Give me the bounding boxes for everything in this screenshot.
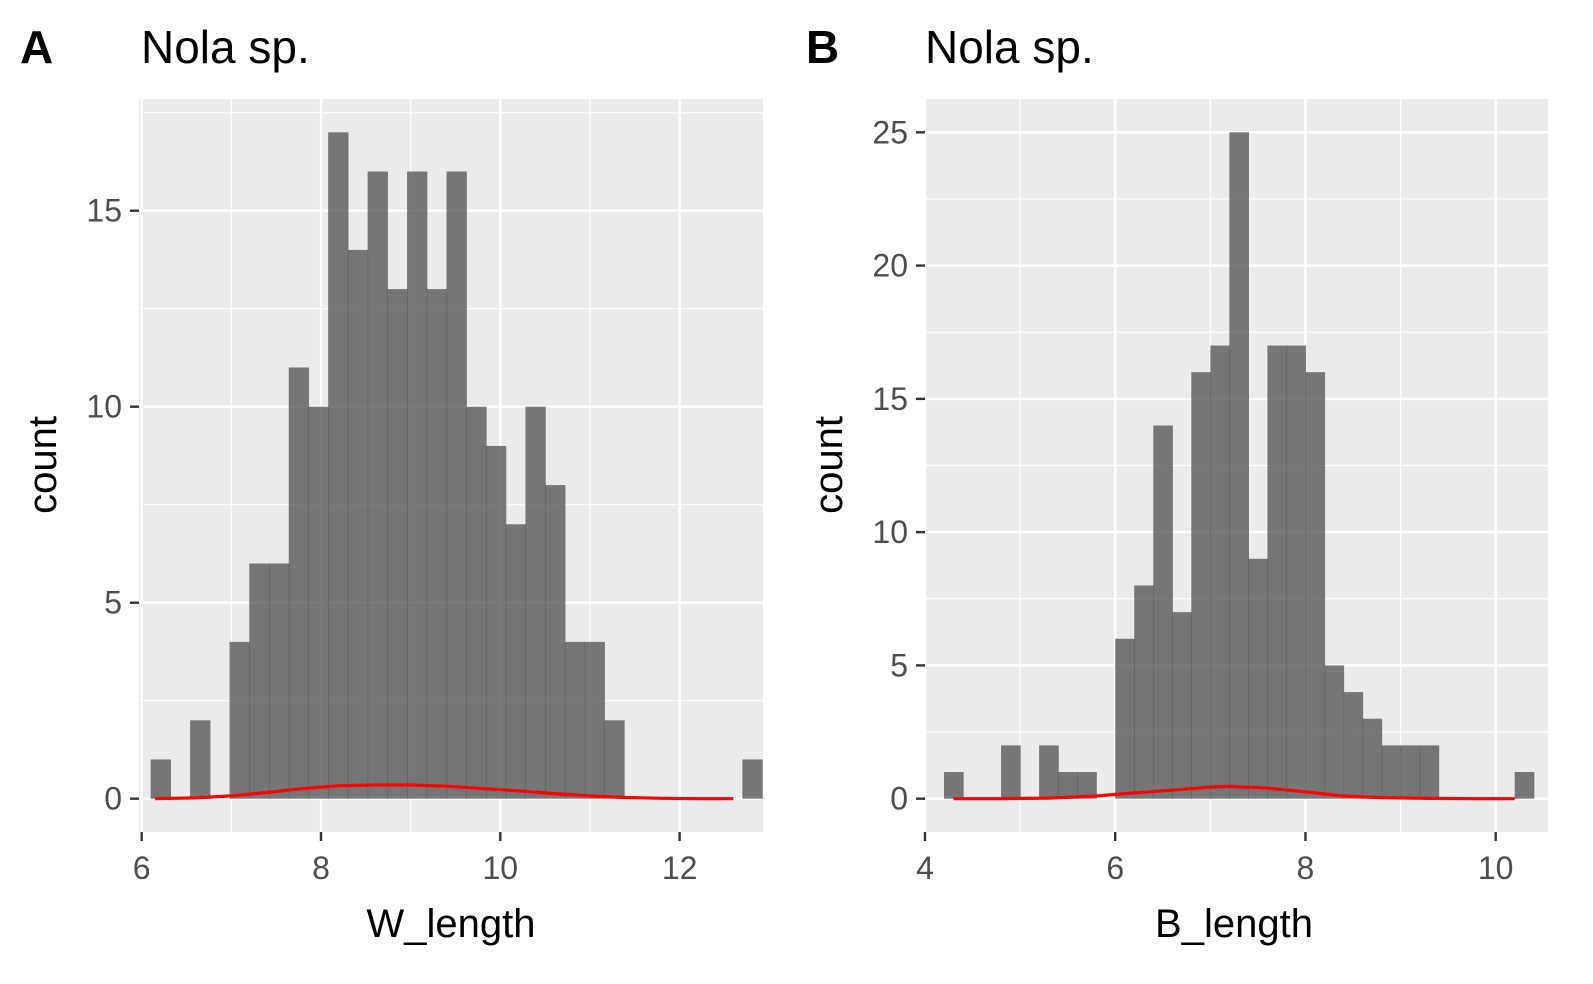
panel-a-histogram-bar	[584, 641, 605, 799]
panel-a-histogram-bar	[229, 641, 250, 799]
panel-b-histogram-bar	[944, 772, 964, 799]
panel-a-histogram-bar	[347, 249, 369, 799]
panel-b-y-tick-label: 5	[890, 647, 908, 683]
panel-b-histogram-bar	[1115, 638, 1135, 799]
panel-a-density-line	[155, 783, 734, 801]
panel-a-y-tick-label: 0	[104, 781, 122, 817]
panel-b-histogram-bar	[1172, 612, 1192, 799]
panel-b-histogram-bar	[1229, 132, 1249, 799]
panel-b-histogram-bar	[1039, 745, 1059, 799]
panel-a-histogram-bar	[485, 445, 507, 799]
panel-b-histogram-bar	[1134, 585, 1154, 799]
panel-b-histogram-bar	[1210, 345, 1230, 799]
panel-b-histogram-bar	[1343, 692, 1364, 799]
panel-b-histogram-bar	[1191, 372, 1211, 799]
panel-b-histogram-bar	[1305, 372, 1326, 799]
panel-a-x-tick-label: 10	[483, 850, 519, 886]
panel-a-title: Nola sp.	[141, 21, 310, 73]
panel-b-density-curve	[953, 784, 1515, 801]
panel-b-histogram-bar	[1001, 745, 1021, 799]
panel-a-histogram-bar	[446, 171, 467, 799]
panel-a-histogram-bar	[308, 406, 329, 799]
panel-a-x-tick-label: 6	[133, 850, 151, 886]
panel-a-histogram-bar	[545, 485, 566, 799]
panel-b-x-axis: 4 6 8 10	[916, 832, 1513, 886]
panel-b-y-tick-label: 0	[890, 781, 908, 817]
panel-b-x-axis-title: B_length	[1155, 902, 1313, 946]
panel-a-histogram-bar	[387, 289, 408, 799]
panel-b-histogram-bar	[1267, 345, 1288, 799]
panel-b-histogram-bar	[1058, 772, 1078, 799]
panel-a-bars	[150, 132, 763, 799]
panel-a-histogram-bar	[407, 171, 428, 799]
panel-b-histogram-bar	[1248, 558, 1269, 799]
panel-a-histogram-bar	[288, 367, 310, 799]
panel-a-histogram-bar	[564, 641, 586, 799]
panel-b-y-tick-label: 20	[872, 248, 908, 284]
panel-a-y-tick-label: 5	[104, 585, 122, 621]
panel-a-x-axis: 6 8 10 12	[133, 832, 698, 886]
panel-a-x-tick-label: 12	[662, 850, 698, 886]
panel-a-letter: A	[20, 21, 53, 73]
panel-a-histogram-bar	[604, 720, 625, 799]
panel-b-histogram-bar	[1381, 745, 1402, 799]
panel-b-density-line	[953, 784, 1515, 801]
panel-a-x-axis-title: W_length	[367, 902, 536, 946]
panel-b-histogram-bar	[1286, 345, 1307, 799]
panel-a-histogram-bar	[269, 563, 290, 799]
panel-b-x-tick-label: 8	[1297, 850, 1315, 886]
panel-a-histogram-bar	[249, 563, 270, 799]
panel-b: B Nola sp. 4 6 8 10 0 5 10 15 20 25 B_length cou…	[806, 21, 1548, 946]
panel-b-histogram-bar	[1077, 772, 1097, 799]
panel-b-y-axis: 0 5 10 15 20 25	[872, 114, 925, 817]
panel-a-y-axis: 0 5 10 15	[86, 193, 139, 817]
panel-b-histogram-bar	[1153, 425, 1173, 799]
panel-b-x-tick-label: 6	[1106, 850, 1124, 886]
panel-b-x-tick-label: 4	[916, 850, 934, 886]
panel-a-x-tick-label: 8	[312, 850, 330, 886]
panel-a-histogram-bar	[328, 132, 349, 799]
panel-b-histogram-bar	[1400, 745, 1421, 799]
panel-b-y-tick-label: 10	[872, 514, 908, 550]
panel-a-histogram-bar	[150, 759, 171, 799]
panel-a-y-tick-label: 10	[86, 389, 122, 425]
panel-a-histogram-bar	[367, 171, 388, 799]
panel-b-histogram-bar	[1514, 772, 1535, 799]
panel-b-letter: B	[806, 21, 839, 73]
panel-a: A Nola sp. 6 8 10 12 0 5 10 15 W_length count	[20, 21, 763, 946]
panel-b-y-tick-label: 25	[872, 114, 908, 150]
panel-a-histogram-bar	[525, 406, 546, 799]
panel-b-y-tick-label: 15	[872, 381, 908, 417]
panel-a-histogram-bar	[466, 406, 487, 799]
panel-b-histogram-bar	[1324, 665, 1345, 799]
panel-a-density-curve	[155, 783, 734, 801]
panel-b-y-axis-title: count	[807, 416, 851, 514]
panel-b-bars	[944, 132, 1535, 799]
panel-a-histogram-bar	[426, 289, 448, 799]
panel-b-x-tick-label: 10	[1478, 850, 1514, 886]
panel-b-title: Nola sp.	[925, 21, 1094, 73]
panel-a-histogram-bar	[190, 720, 211, 799]
panel-a-histogram-bar	[742, 759, 763, 799]
panel-a-y-tick-label: 15	[86, 193, 122, 229]
panel-a-y-axis-title: count	[21, 416, 65, 514]
panel-b-histogram-bar	[1419, 745, 1440, 799]
panel-a-histogram-bar	[505, 524, 527, 799]
panel-b-histogram-bar	[1362, 718, 1383, 799]
